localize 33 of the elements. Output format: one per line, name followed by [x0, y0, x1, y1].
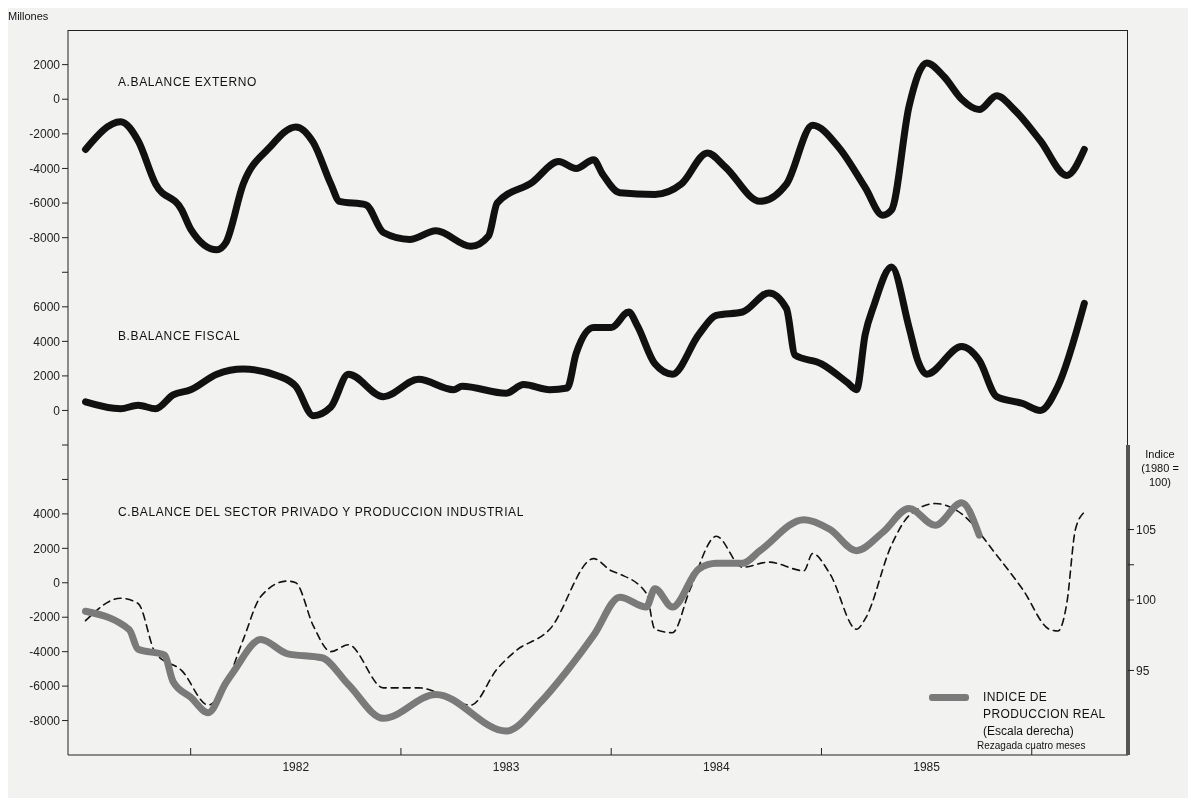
y2-tick-label: 105 [1136, 522, 1157, 537]
y-tick-label: -8000 [29, 713, 61, 728]
text: B.BALANCE FISCAL [118, 329, 241, 343]
x-tick-label: 1984 [702, 760, 731, 774]
y2-tick-label: 100 [1136, 593, 1157, 608]
y-tick-label: 0 [53, 403, 61, 418]
y-tick-label: 6000 [33, 300, 61, 315]
x-tick-label: 1983 [492, 760, 520, 774]
y-tick-label: 4000 [33, 507, 61, 522]
x-tick-label: 1985 [913, 760, 941, 774]
y-tick-label: 2000 [33, 541, 61, 556]
y-tick-label: -4000 [29, 644, 61, 659]
y-tick-label: -2000 [29, 127, 61, 142]
y-axis-title: Millones [8, 10, 49, 22]
y-tick-label: -6000 [29, 679, 61, 694]
y-tick-label: 2000 [33, 369, 61, 384]
annotation: (Escala derecha) [983, 723, 1075, 739]
y-tick-label: 0 [53, 576, 61, 591]
legend-label: INDICE DE PRODUCCION REAL [983, 689, 1107, 723]
y-tick-label: -4000 [29, 161, 61, 176]
y-tick-label: 2000 [33, 57, 61, 72]
y-tick-label: -8000 [29, 230, 61, 245]
y-tick-label: 4000 [33, 334, 61, 349]
text: C.BALANCE DEL SECTOR PRIVADO Y PRODUCCION INDUSTRIAL [118, 505, 524, 519]
y2-tick-label: 95 [1136, 663, 1150, 678]
y-tick-label: 0 [53, 92, 61, 107]
y-tick-label: -2000 [29, 610, 61, 625]
y2-axis-title: Indice (1980 = 100) [1132, 447, 1188, 489]
x-tick-label: 1982 [282, 760, 310, 774]
text: A.BALANCE EXTERNO [118, 75, 257, 89]
y-tick-label: -6000 [29, 196, 61, 211]
annotation: Rezagada cuatro meses [977, 739, 1087, 753]
line-series [84, 502, 1086, 706]
